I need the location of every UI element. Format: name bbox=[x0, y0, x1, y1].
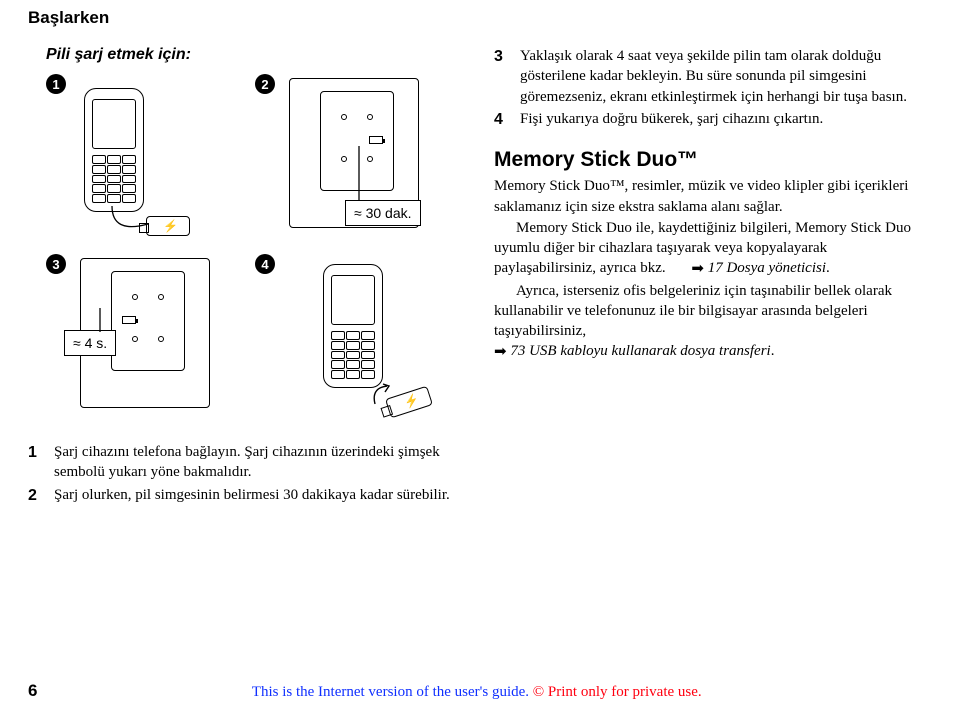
callout-line-icon bbox=[353, 144, 383, 204]
figure-3: 3 ≈ 4 s. bbox=[46, 254, 245, 424]
footer-text-red: © Print only for private use. bbox=[533, 684, 702, 700]
para-1: Memory Stick Duo™, resimler, müzik ve vi… bbox=[494, 178, 908, 214]
page-number: 6 bbox=[28, 681, 37, 701]
footer-text-blue: This is the Internet version of the user… bbox=[252, 684, 533, 700]
page-footer: 6 This is the Internet version of the us… bbox=[0, 681, 960, 701]
arrow-right-icon: ➡ bbox=[669, 259, 704, 279]
memory-stick-heading: Memory Stick Duo™ bbox=[494, 148, 924, 172]
figure-grid: 1 ⚡ 2 bbox=[46, 74, 454, 424]
step-text: Fişi yukarıya doğru bükerek, şarj cihazı… bbox=[520, 109, 924, 131]
footer-disclaimer: This is the Internet version of the user… bbox=[53, 684, 900, 701]
figure-2: 2 ≈ 30 dak. bbox=[255, 74, 454, 244]
step-4: 4 Fişi yukarıya doğru bükerek, şarj ciha… bbox=[494, 109, 924, 131]
step-number: 1 bbox=[28, 442, 44, 483]
step-2: 2 Şarj olurken, pil simgesinin belirmesi… bbox=[28, 485, 458, 507]
cable-icon bbox=[104, 204, 164, 244]
para-3-link: 73 USB kabloyu kullanarak dosya transfer… bbox=[510, 343, 770, 359]
figure-number-1: 1 bbox=[46, 74, 66, 94]
phone-illustration bbox=[323, 264, 383, 388]
memory-stick-body: Memory Stick Duo™, resimler, müzik ve vi… bbox=[494, 176, 924, 362]
step-number: 4 bbox=[494, 109, 510, 131]
step-text: Şarj cihazını telefona bağlayın. Şarj ci… bbox=[54, 442, 458, 483]
arrow-up-icon bbox=[369, 382, 409, 412]
arrow-right-icon: ➡ bbox=[494, 342, 507, 362]
page-header: Başlarken bbox=[28, 8, 932, 28]
step-text: Şarj olurken, pil simgesinin belirmesi 3… bbox=[54, 485, 458, 507]
right-steps: 3 Yaklaşık olarak 4 saat veya şekilde pi… bbox=[494, 46, 924, 130]
left-steps: 1 Şarj cihazını telefona bağlayın. Şarj … bbox=[28, 442, 458, 506]
figure-1: 1 ⚡ bbox=[46, 74, 245, 244]
step-number: 2 bbox=[28, 485, 44, 507]
battery-icon bbox=[369, 136, 383, 144]
phone-illustration bbox=[84, 88, 144, 212]
figure-4: 4 ⚡ bbox=[255, 254, 454, 424]
step-text: Yaklaşık olarak 4 saat veya şekilde pili… bbox=[520, 46, 924, 107]
charge-subtitle: Pili şarj etmek için: bbox=[46, 46, 458, 64]
figure-number-4: 4 bbox=[255, 254, 275, 274]
figure-number-3: 3 bbox=[46, 254, 66, 274]
battery-icon bbox=[122, 316, 136, 324]
figure-number-2: 2 bbox=[255, 74, 275, 94]
step-3: 3 Yaklaşık olarak 4 saat veya şekilde pi… bbox=[494, 46, 924, 107]
callout-line-icon bbox=[96, 306, 116, 334]
step-1: 1 Şarj cihazını telefona bağlayın. Şarj … bbox=[28, 442, 458, 483]
para-2-link: 17 Dosya yöneticisi bbox=[708, 260, 826, 276]
step-number: 3 bbox=[494, 46, 510, 107]
para-3-pre: Ayrıca, isterseniz ofis belgeleriniz içi… bbox=[494, 283, 892, 340]
